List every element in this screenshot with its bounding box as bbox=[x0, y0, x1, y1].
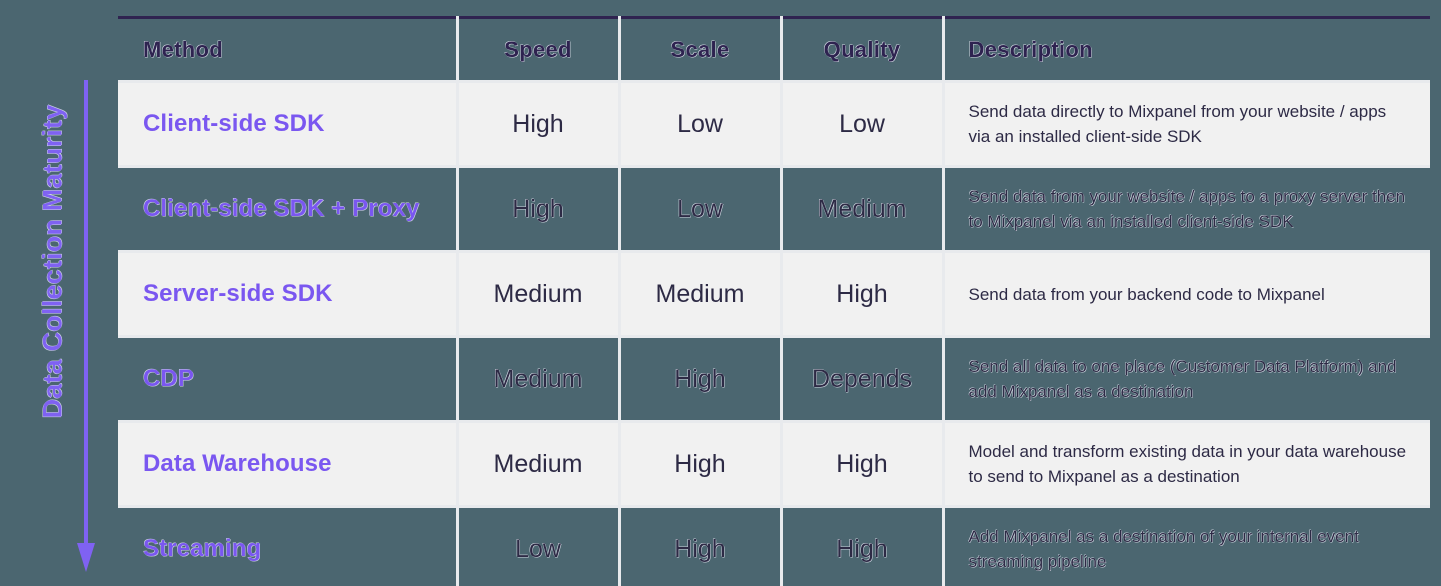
cell-method: Data Warehouse bbox=[118, 421, 459, 508]
cell-quality: Medium bbox=[781, 166, 945, 253]
column-header-method: Method bbox=[118, 17, 459, 83]
cell-description: Add Mixpanel as a destination of your in… bbox=[943, 506, 1430, 586]
cell-method: Server-side SDK bbox=[118, 251, 459, 338]
cell-quality: Depends bbox=[781, 336, 945, 423]
maturity-axis: Data Collection Maturity bbox=[0, 0, 118, 586]
cell-scale: High bbox=[619, 421, 783, 508]
table-header: Method Speed Scale Quality Description bbox=[118, 17, 1430, 83]
cell-quality: High bbox=[781, 506, 945, 586]
cell-quality: High bbox=[781, 421, 945, 508]
table-body: Client-side SDK High Low Low Send data d… bbox=[118, 81, 1430, 586]
cell-method: Streaming bbox=[118, 506, 459, 586]
table-row: Client-side SDK High Low Low Send data d… bbox=[118, 81, 1430, 168]
cell-scale: Low bbox=[619, 166, 783, 253]
cell-speed: Low bbox=[457, 506, 621, 586]
cell-scale: Medium bbox=[619, 251, 783, 338]
table-row: CDP Medium High Depends Send all data to… bbox=[118, 336, 1430, 423]
cell-scale: Low bbox=[619, 81, 783, 168]
column-header-speed: Speed bbox=[457, 17, 621, 83]
cell-method: CDP bbox=[118, 336, 459, 423]
cell-method: Client-side SDK + Proxy bbox=[118, 166, 459, 253]
table-row: Data Warehouse Medium High High Model an… bbox=[118, 421, 1430, 508]
cell-scale: High bbox=[619, 506, 783, 586]
downward-arrow-icon bbox=[77, 80, 95, 572]
cell-speed: High bbox=[457, 81, 621, 168]
cell-description: Send data directly to Mixpanel from your… bbox=[943, 81, 1430, 168]
cell-scale: High bbox=[619, 336, 783, 423]
cell-speed: Medium bbox=[457, 421, 621, 508]
cell-quality: Low bbox=[781, 81, 945, 168]
cell-method: Client-side SDK bbox=[118, 81, 459, 168]
column-header-quality: Quality bbox=[781, 17, 945, 83]
cell-description: Send data from your backend code to Mixp… bbox=[943, 251, 1430, 338]
column-header-scale: Scale bbox=[619, 17, 783, 83]
table-header-row: Method Speed Scale Quality Description bbox=[118, 17, 1430, 83]
column-header-description: Description bbox=[943, 17, 1430, 83]
table-row: Client-side SDK + Proxy High Low Medium … bbox=[118, 166, 1430, 253]
table-row: Server-side SDK Medium Medium High Send … bbox=[118, 251, 1430, 338]
data-collection-methods-table: Method Speed Scale Quality Description C… bbox=[118, 16, 1430, 586]
cell-speed: High bbox=[457, 166, 621, 253]
table-row: Streaming Low High High Add Mixpanel as … bbox=[118, 506, 1430, 586]
cell-quality: High bbox=[781, 251, 945, 338]
cell-description: Send data from your website / apps to a … bbox=[943, 166, 1430, 253]
maturity-axis-label: Data Collection Maturity bbox=[37, 104, 68, 419]
cell-speed: Medium bbox=[457, 336, 621, 423]
cell-description: Model and transform existing data in you… bbox=[943, 421, 1430, 508]
cell-description: Send all data to one place (Customer Dat… bbox=[943, 336, 1430, 423]
cell-speed: Medium bbox=[457, 251, 621, 338]
